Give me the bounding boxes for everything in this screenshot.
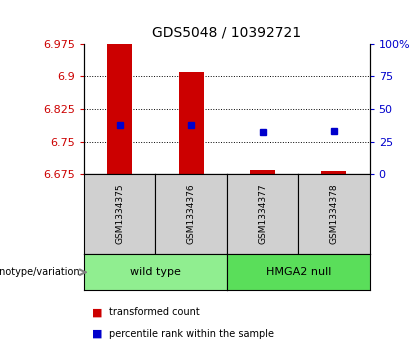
Text: GSM1334375: GSM1334375 bbox=[115, 184, 124, 245]
Title: GDS5048 / 10392721: GDS5048 / 10392721 bbox=[152, 26, 302, 40]
Bar bbox=[321, 171, 346, 174]
Text: HMGA2 null: HMGA2 null bbox=[265, 267, 331, 277]
Text: GSM1334377: GSM1334377 bbox=[258, 184, 267, 245]
Bar bbox=[178, 72, 204, 174]
Text: GSM1334378: GSM1334378 bbox=[329, 184, 339, 245]
Text: wild type: wild type bbox=[130, 267, 181, 277]
Text: percentile rank within the sample: percentile rank within the sample bbox=[109, 329, 274, 339]
Bar bbox=[250, 170, 275, 174]
Text: transformed count: transformed count bbox=[109, 307, 200, 317]
Text: genotype/variation: genotype/variation bbox=[0, 267, 80, 277]
Bar bbox=[107, 44, 132, 174]
Text: ■: ■ bbox=[92, 329, 103, 339]
Text: GSM1334376: GSM1334376 bbox=[186, 184, 196, 245]
Text: ■: ■ bbox=[92, 307, 103, 317]
